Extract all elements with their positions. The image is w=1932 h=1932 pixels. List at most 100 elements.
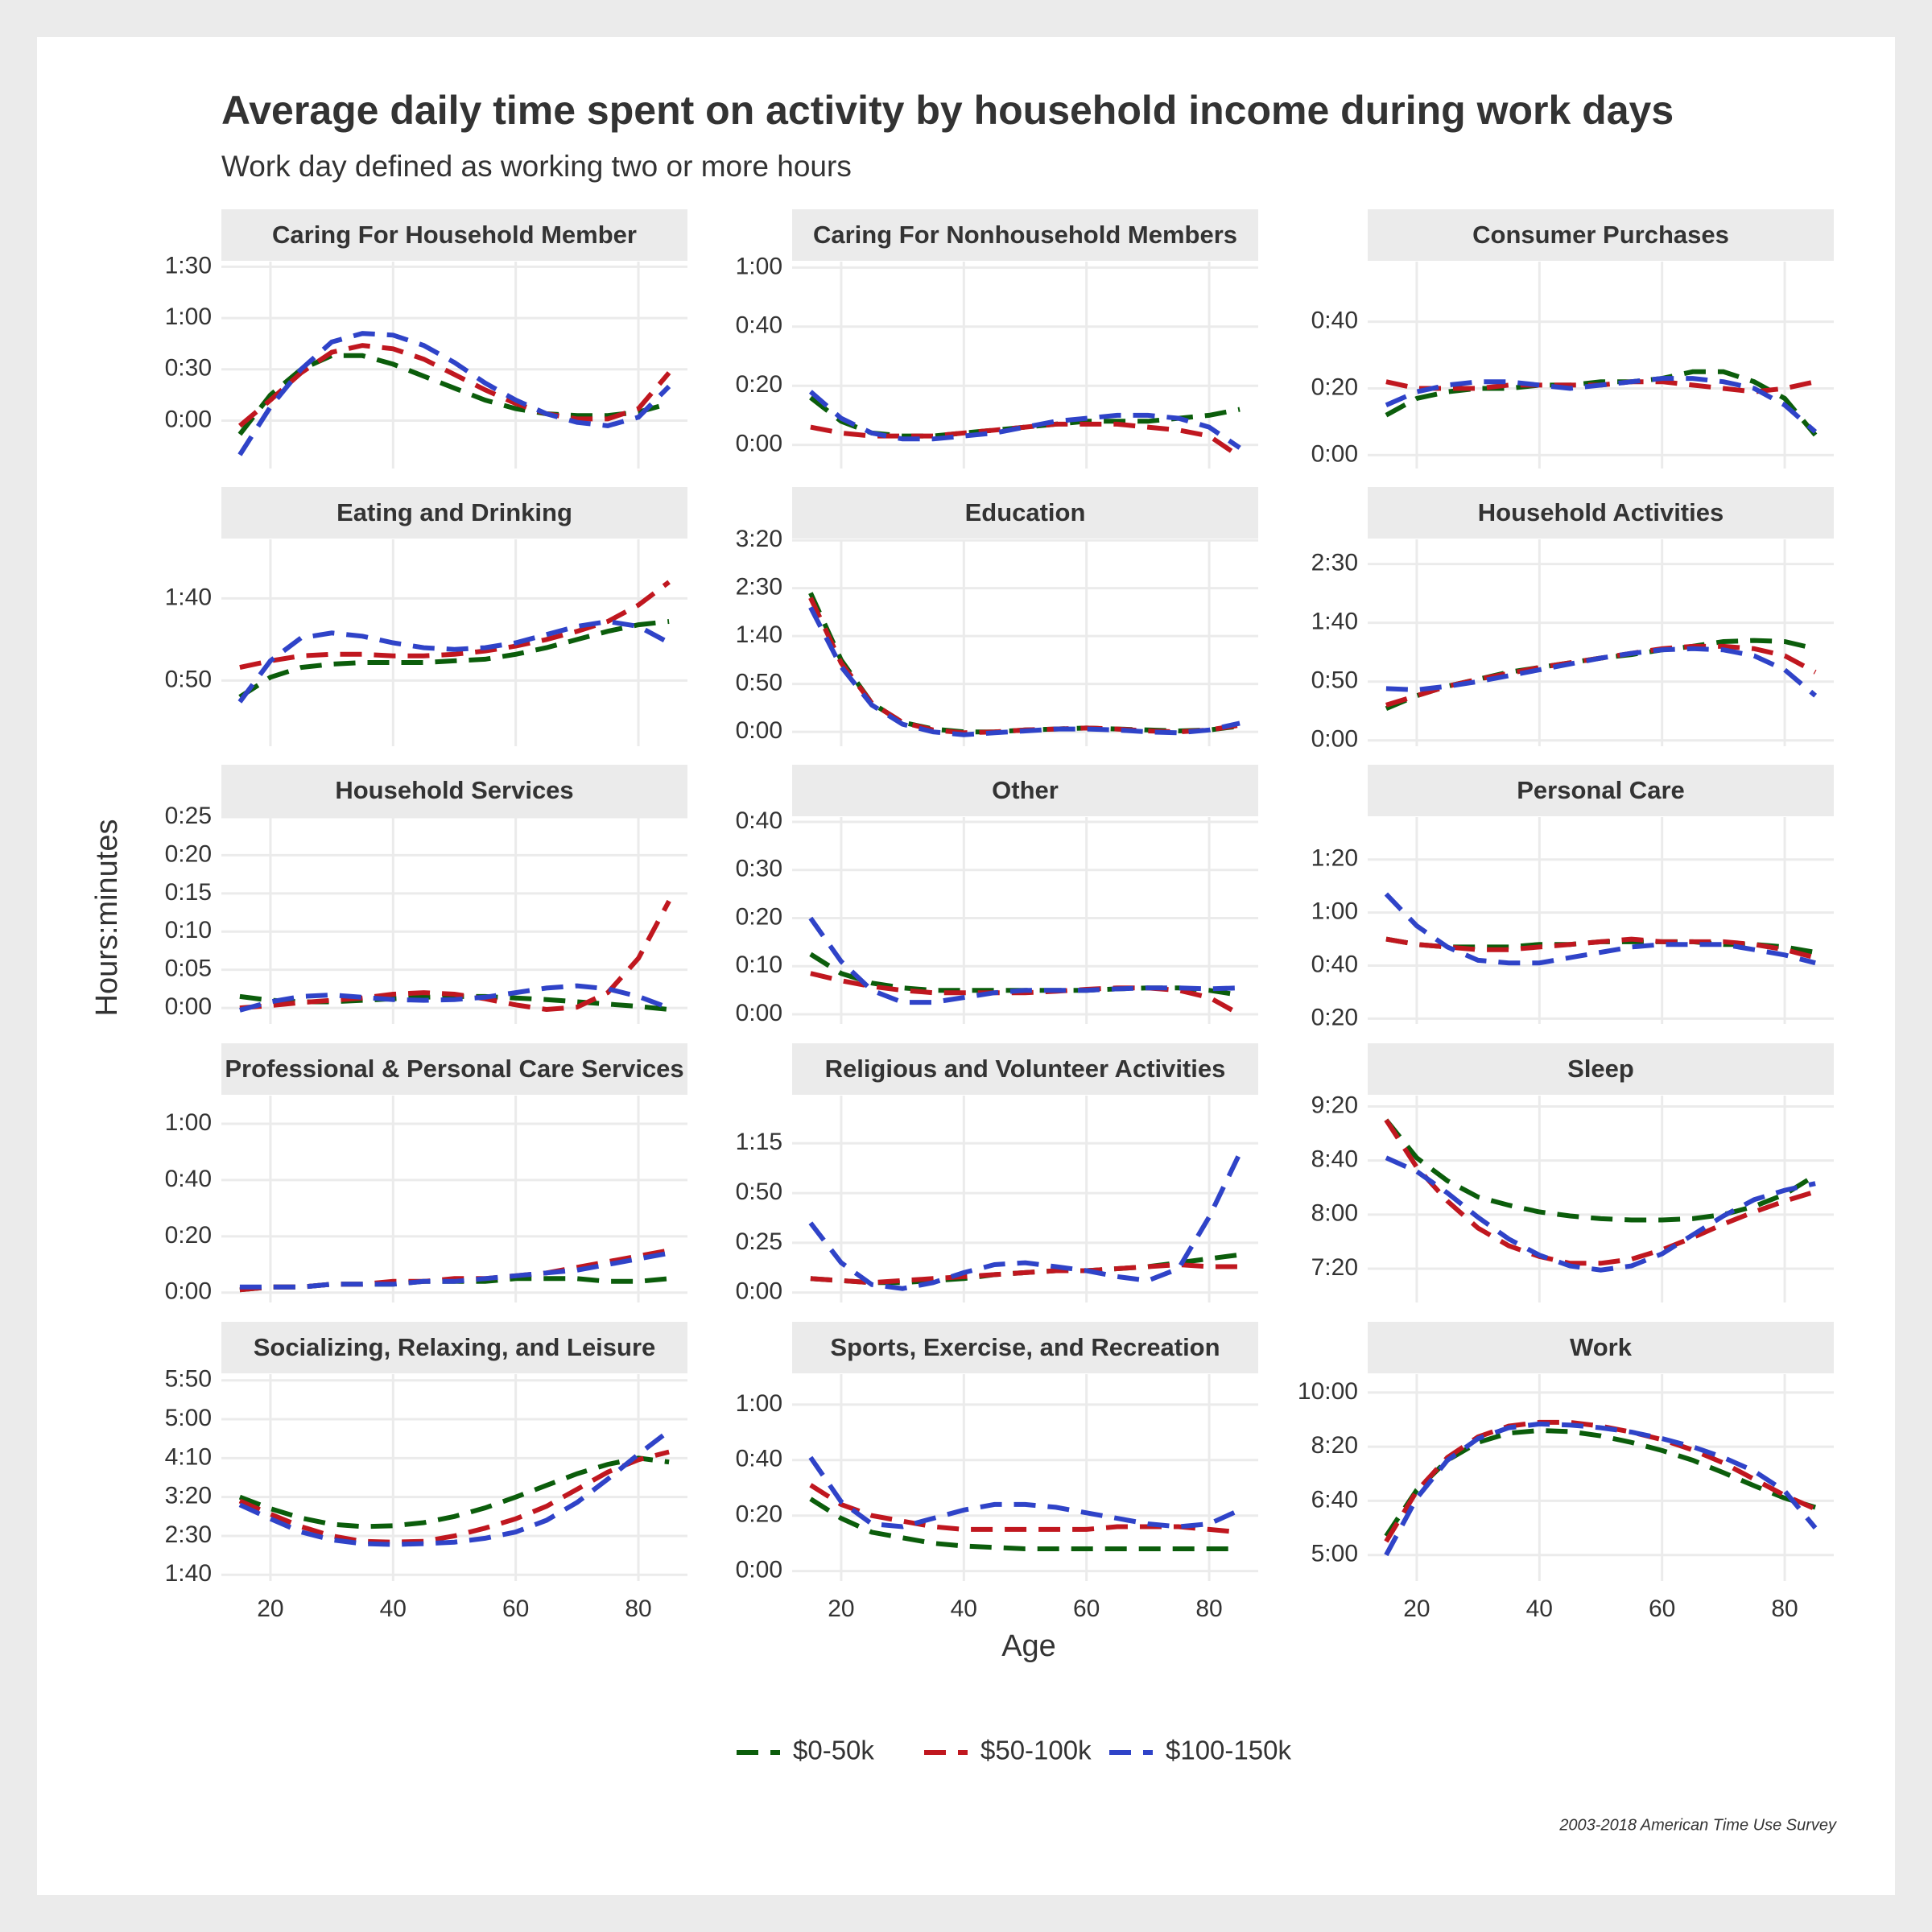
y-tick-label: 0:20: [736, 903, 782, 930]
y-tick-label: 1:00: [1311, 898, 1358, 925]
series-line: [1385, 1155, 1816, 1273]
y-tick-label: 1:40: [165, 584, 212, 610]
y-tick-label: 0:30: [165, 355, 212, 382]
y-tick-label: 0:00: [165, 993, 212, 1020]
panel-title: Household Activities: [1478, 498, 1724, 526]
strip: [221, 1322, 687, 1373]
panel-title: Other: [992, 776, 1059, 804]
panel: [1384, 892, 1816, 966]
y-tick-label: 1:00: [165, 303, 212, 330]
series-line: [808, 1455, 1241, 1530]
series-line: [238, 1429, 671, 1547]
y-tick-label: 0:50: [165, 666, 212, 692]
y-tick-label: 2:30: [165, 1521, 212, 1548]
y-tick-label: 0:00: [736, 431, 782, 457]
x-tick-label: 40: [951, 1596, 977, 1622]
series-line: [1384, 892, 1816, 966]
y-tick-label: 0:25: [736, 1228, 782, 1255]
x-tick-label: 20: [828, 1596, 854, 1622]
y-tick-label: 1:40: [165, 1560, 212, 1587]
series-line: [808, 916, 1241, 1005]
series-line: [1384, 1427, 1816, 1538]
y-tick-label: 0:00: [165, 1278, 212, 1305]
y-tick-label: 1:40: [1311, 609, 1358, 635]
y-tick-label: 8:00: [1311, 1200, 1358, 1227]
y-tick-label: 3:20: [165, 1483, 212, 1509]
y-tick-label: 6:40: [1311, 1486, 1358, 1513]
y-tick-label: 3:20: [736, 526, 782, 552]
x-tick-label: 80: [625, 1596, 651, 1622]
y-tick-label: 1:15: [736, 1129, 782, 1155]
strip: [1368, 1043, 1834, 1095]
series-line: [808, 390, 1241, 450]
panel-title: Professional & Personal Care Services: [225, 1055, 683, 1083]
strip: [792, 209, 1258, 261]
y-tick-label: 0:25: [165, 803, 212, 829]
y-tick-label: 8:40: [1311, 1146, 1358, 1173]
y-tick-label: 1:20: [1311, 845, 1358, 872]
series-line: [237, 331, 671, 456]
x-axis-label: Age: [1001, 1629, 1056, 1663]
strip: [1368, 1322, 1834, 1373]
y-tick-label: 0:00: [736, 1278, 782, 1305]
y-tick-label: 0:00: [736, 717, 782, 744]
legend-label: $0-50k: [793, 1736, 874, 1765]
y-tick-label: 0:10: [165, 917, 212, 943]
y-tick-label: 7:20: [1311, 1254, 1358, 1281]
strip: [792, 487, 1258, 539]
panel: [808, 916, 1241, 1017]
y-tick-label: 0:20: [736, 1501, 782, 1528]
panel: [237, 580, 671, 704]
panel: [1385, 638, 1818, 712]
caption: 2003-2018 American Time Use Survey: [1558, 1816, 1837, 1834]
series-line: [238, 619, 670, 700]
series-line: [239, 899, 671, 1013]
y-tick-label: 0:05: [165, 956, 212, 982]
y-tick-label: 1:00: [736, 1390, 782, 1417]
series-line: [809, 1496, 1241, 1551]
series-line: [1385, 936, 1816, 960]
y-tick-label: 0:20: [736, 371, 782, 398]
strip: [221, 209, 687, 261]
panel-title: Caring For Household Member: [272, 221, 637, 249]
x-tick-label: 60: [1649, 1596, 1675, 1622]
y-tick-label: 0:10: [736, 952, 782, 978]
y-tick-label: 1:00: [736, 253, 782, 279]
panel: [808, 390, 1241, 459]
y-tick-label: 0:00: [736, 1557, 782, 1583]
y-tick-label: 0:40: [1311, 951, 1358, 977]
x-tick-label: 60: [1073, 1596, 1100, 1622]
series-line: [1385, 646, 1818, 698]
strip: [221, 765, 687, 816]
strip: [1368, 765, 1834, 816]
panel-title: Caring For Nonhousehold Members: [813, 221, 1237, 249]
y-tick-label: 0:00: [165, 406, 212, 432]
x-tick-label: 40: [380, 1596, 407, 1622]
series-line: [239, 580, 671, 671]
panel-title: Consumer Purchases: [1472, 221, 1729, 249]
y-tick-label: 1:30: [165, 252, 212, 279]
series-line: [237, 353, 670, 436]
y-tick-label: 0:50: [736, 670, 782, 696]
series-line: [808, 1152, 1242, 1291]
y-tick-label: 0:40: [736, 1446, 782, 1472]
panel-title: Household Services: [335, 776, 573, 804]
series-line: [1384, 1419, 1817, 1543]
panel-title: Socializing, Relaxing, and Leisure: [254, 1333, 656, 1361]
y-tick-label: 0:00: [1311, 440, 1358, 467]
panel: [808, 592, 1241, 737]
series-line: [808, 606, 1241, 737]
x-tick-label: 60: [502, 1596, 529, 1622]
panel-title: Sleep: [1567, 1055, 1634, 1083]
panel: [1385, 369, 1818, 437]
strip: [792, 765, 1258, 816]
series-line: [237, 343, 671, 428]
panel: [1384, 1419, 1818, 1557]
panel-title: Personal Care: [1517, 776, 1685, 804]
y-tick-label: 1:40: [736, 621, 782, 648]
y-tick-label: 10:00: [1298, 1378, 1358, 1405]
series-line: [239, 983, 671, 1013]
y-tick-label: 0:20: [1311, 374, 1358, 400]
y-tick-label: 0:40: [1311, 308, 1358, 334]
